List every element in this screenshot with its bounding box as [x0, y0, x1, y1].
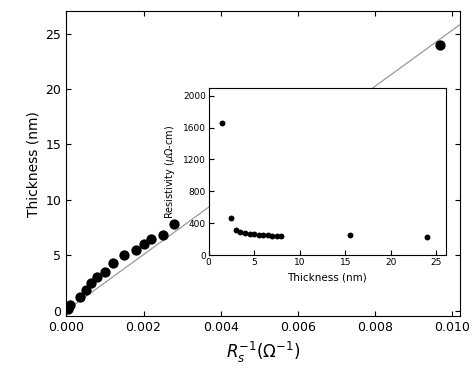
Point [424, 234, 431, 240]
Y-axis label: Thickness (nm): Thickness (nm) [26, 111, 40, 217]
Point [346, 232, 354, 239]
Point [269, 233, 276, 239]
Point [64, 306, 72, 312]
Point [232, 227, 240, 233]
X-axis label: $R_s^{-1}(\Omega^{-1})$: $R_s^{-1}(\Omega^{-1})$ [226, 339, 301, 365]
Point [278, 233, 285, 239]
Point [219, 120, 226, 126]
Point [228, 215, 235, 221]
Point [140, 241, 147, 247]
Point [109, 260, 117, 266]
Point [76, 295, 83, 301]
Point [246, 231, 254, 237]
Point [237, 229, 244, 235]
Point [255, 232, 263, 238]
Point [159, 232, 166, 239]
Point [147, 235, 155, 242]
Point [101, 269, 109, 275]
Point [284, 130, 292, 136]
Point [437, 42, 444, 48]
Point [250, 231, 258, 237]
Point [120, 252, 128, 258]
Y-axis label: Resistivity ($\mu\Omega$-cm): Resistivity ($\mu\Omega$-cm) [163, 125, 177, 218]
Point [88, 280, 95, 286]
Point [93, 274, 101, 280]
Point [132, 247, 139, 253]
X-axis label: Thickness (nm): Thickness (nm) [287, 272, 367, 283]
Point [264, 232, 272, 239]
Point [259, 232, 267, 239]
Point [66, 302, 74, 308]
Point [82, 287, 90, 293]
Point [273, 233, 281, 239]
Point [171, 221, 178, 227]
Point [241, 230, 249, 236]
